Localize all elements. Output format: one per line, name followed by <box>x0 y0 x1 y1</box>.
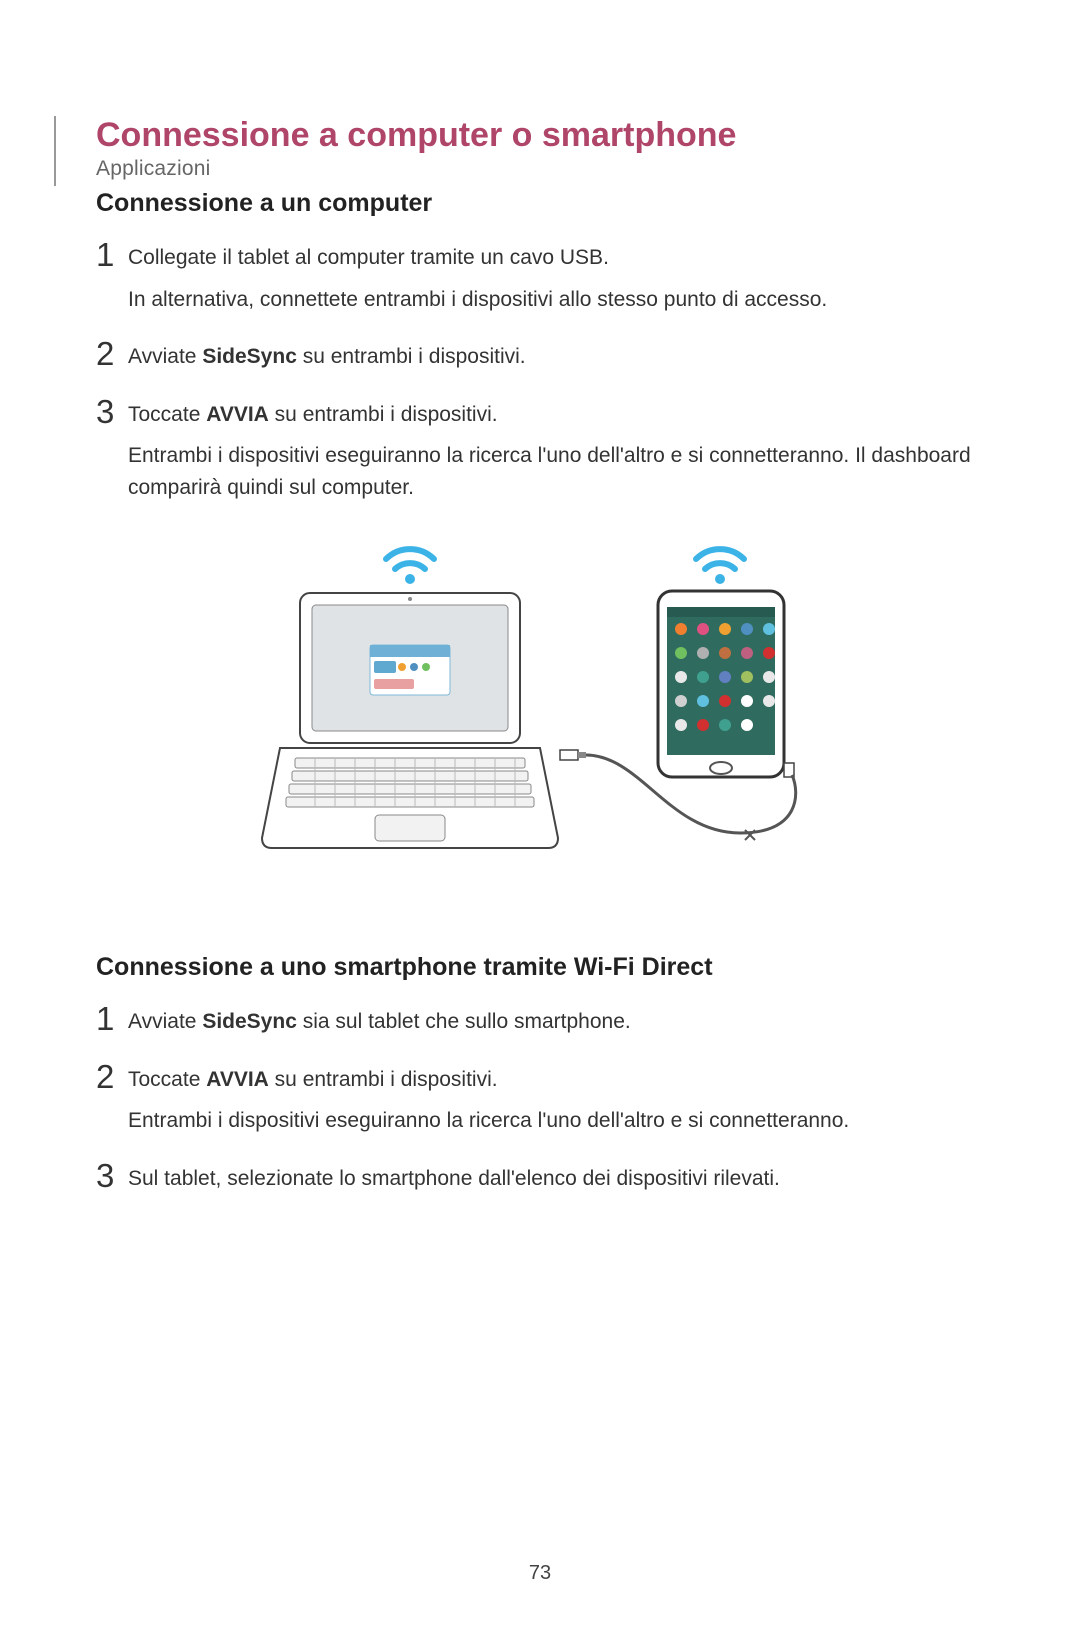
text-fragment: Toccate <box>128 1068 206 1091</box>
step-text: Entrambi i dispositivi eseguiranno la ri… <box>128 1105 984 1137</box>
text-fragment: Avviate <box>128 1010 202 1033</box>
step-number: 3 <box>96 395 128 428</box>
step-number: 2 <box>96 337 128 370</box>
step: 1 Collegate il tablet al computer tramit… <box>96 242 984 315</box>
section-a-heading: Connessione a un computer <box>96 189 984 218</box>
step-text: Avviate SideSync sia sul tablet che sull… <box>128 1006 984 1038</box>
header-section-label: Applicazioni <box>96 157 210 181</box>
text-fragment: su entrambi i dispositivi. <box>297 345 526 368</box>
step-text: Avviate SideSync su entrambi i dispositi… <box>128 341 984 373</box>
section-a-steps: 1 Collegate il tablet al computer tramit… <box>96 242 984 503</box>
step-text: In alternativa, connettete entrambi i di… <box>128 284 984 316</box>
section-b-steps: 1 Avviate SideSync sia sul tablet che su… <box>96 1006 984 1194</box>
laptop-illustration <box>262 593 558 848</box>
step-number: 3 <box>96 1159 128 1192</box>
wifi-icon <box>696 549 744 584</box>
figure-laptop-tablet <box>96 533 984 913</box>
step-body: Toccate AVVIA su entrambi i dispositivi.… <box>128 399 984 504</box>
step-text: Entrambi i dispositivi eseguiranno la ri… <box>128 440 984 503</box>
step: 2 Avviate SideSync su entrambi i disposi… <box>96 341 984 373</box>
text-fragment: su entrambi i dispositivi. <box>269 403 498 426</box>
figure-svg <box>240 533 840 913</box>
text-bold: SideSync <box>202 1010 297 1033</box>
step: 1 Avviate SideSync sia sul tablet che su… <box>96 1006 984 1038</box>
step-text: Collegate il tablet al computer tramite … <box>128 242 984 274</box>
step-number: 1 <box>96 238 128 271</box>
step-text: Toccate AVVIA su entrambi i dispositivi. <box>128 399 984 431</box>
step-body: Collegate il tablet al computer tramite … <box>128 242 984 315</box>
side-rule <box>54 116 56 186</box>
text-fragment: sia sul tablet che sullo smartphone. <box>297 1010 631 1033</box>
section-b-heading: Connessione a uno smartphone tramite Wi-… <box>96 953 984 982</box>
text-fragment: Avviate <box>128 345 202 368</box>
page-title: Connessione a computer o smartphone <box>96 116 984 155</box>
text-fragment: su entrambi i dispositivi. <box>269 1068 498 1091</box>
step-text: Sul tablet, selezionate lo smartphone da… <box>128 1163 984 1195</box>
text-bold: AVVIA <box>206 403 269 426</box>
step: 3 Toccate AVVIA su entrambi i dispositiv… <box>96 399 984 504</box>
wifi-icon <box>386 549 434 584</box>
text-bold: SideSync <box>202 345 297 368</box>
step-body: Avviate SideSync su entrambi i dispositi… <box>128 341 984 373</box>
page-number: 73 <box>0 1562 1080 1585</box>
step-body: Toccate AVVIA su entrambi i dispositivi.… <box>128 1064 984 1137</box>
step-text: Toccate AVVIA su entrambi i dispositivi. <box>128 1064 984 1096</box>
text-fragment: Toccate <box>128 403 206 426</box>
page: Applicazioni Connessione a computer o sm… <box>0 116 1080 1643</box>
step-body: Sul tablet, selezionate lo smartphone da… <box>128 1163 984 1195</box>
step-body: Avviate SideSync sia sul tablet che sull… <box>128 1006 984 1038</box>
text-bold: AVVIA <box>206 1068 269 1091</box>
step: 3 Sul tablet, selezionate lo smartphone … <box>96 1163 984 1195</box>
step-number: 2 <box>96 1060 128 1093</box>
tablet-illustration <box>658 591 794 777</box>
step: 2 Toccate AVVIA su entrambi i dispositiv… <box>96 1064 984 1137</box>
step-number: 1 <box>96 1002 128 1035</box>
